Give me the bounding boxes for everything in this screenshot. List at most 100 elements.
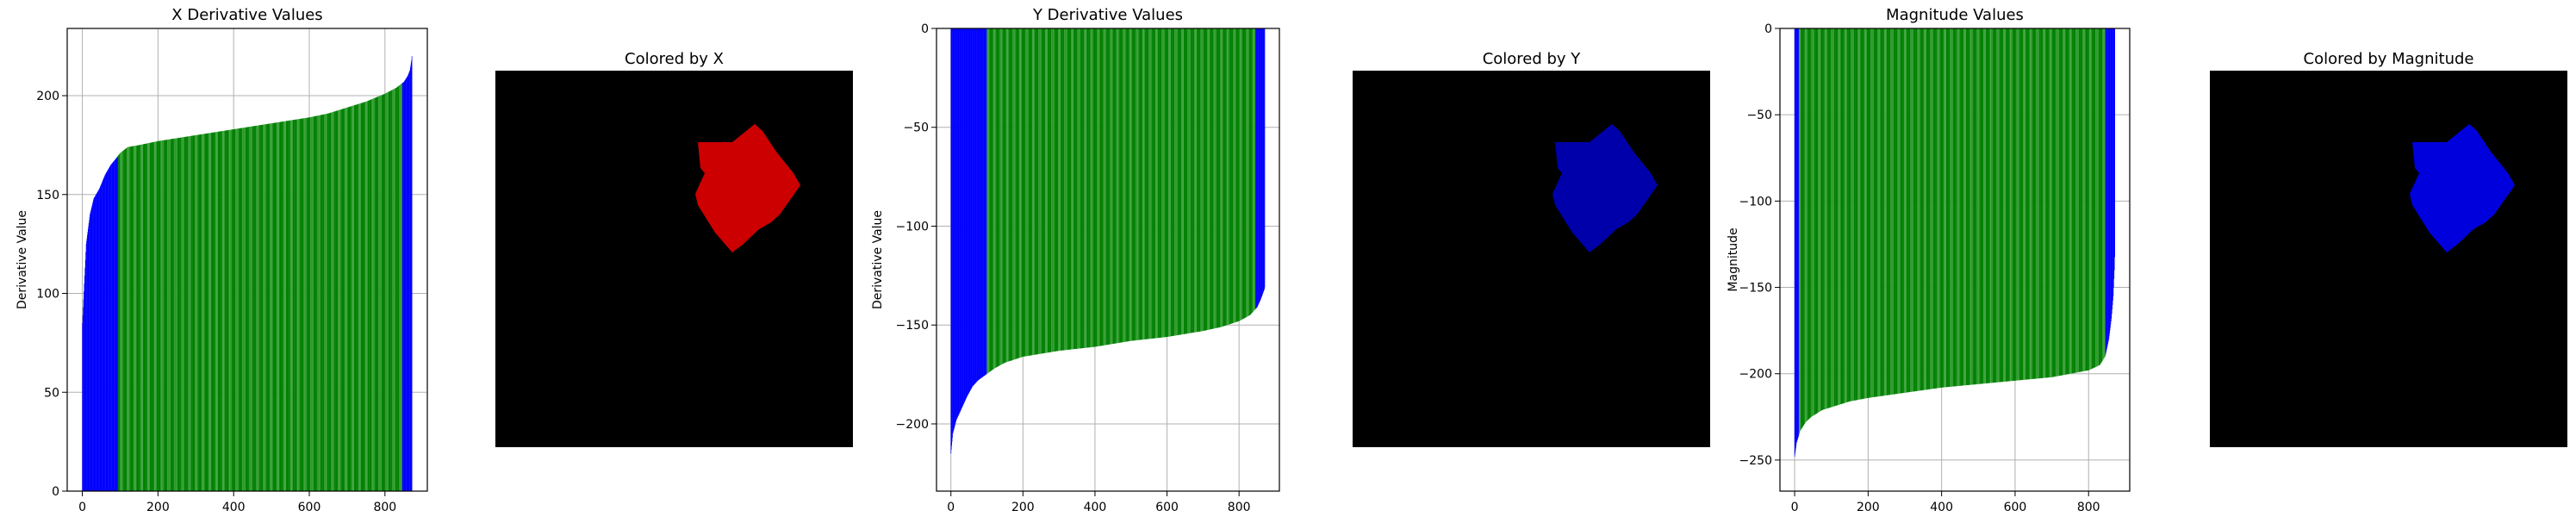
bar [1835, 28, 1837, 406]
bar [974, 28, 976, 383]
bar [1201, 28, 1202, 332]
bar [1106, 28, 1108, 346]
bar [1981, 28, 1982, 384]
bar [113, 161, 115, 491]
bars [1794, 28, 2115, 457]
bar [1195, 28, 1197, 333]
bar [1003, 28, 1005, 364]
x-tick-label: 600 [1155, 501, 1179, 514]
bar [1254, 28, 1255, 311]
bar [1801, 28, 1803, 428]
bar [256, 125, 258, 491]
bar [102, 182, 103, 491]
bar [1243, 28, 1245, 319]
bar [1162, 28, 1164, 338]
bar [1997, 28, 1999, 383]
bar [1939, 28, 1940, 389]
bar [1103, 28, 1104, 346]
bar [202, 134, 204, 492]
bar [1970, 28, 1971, 385]
bar [1191, 28, 1192, 333]
bar [259, 125, 260, 491]
bar [1005, 28, 1006, 363]
x-tick-label: 800 [1228, 501, 1251, 514]
bar [294, 120, 295, 491]
bar [1179, 28, 1181, 335]
bar [385, 93, 387, 492]
bar [1884, 28, 1886, 396]
bar [90, 209, 92, 491]
bar [1042, 28, 1044, 354]
bar [341, 109, 343, 491]
bar [1891, 28, 1893, 395]
bar [1127, 28, 1129, 342]
bar [362, 103, 363, 492]
bar [2106, 28, 2108, 348]
bar [1031, 28, 1032, 356]
bar [115, 159, 116, 491]
bar [1258, 28, 1260, 304]
bar [378, 96, 379, 491]
bar [1903, 28, 1905, 393]
bar [216, 132, 218, 491]
bar [1034, 28, 1036, 355]
bar [1223, 28, 1224, 327]
bar [380, 95, 382, 492]
bar [339, 109, 340, 492]
bar [1836, 28, 1838, 406]
bar [1973, 28, 1975, 385]
bar [1989, 28, 1990, 383]
bar [273, 122, 275, 491]
bar [2036, 28, 2038, 379]
bar [337, 110, 338, 491]
bar [106, 171, 108, 491]
bar [1915, 28, 1916, 392]
bar [230, 129, 232, 491]
bar [1959, 28, 1961, 386]
bar [1941, 28, 1943, 388]
bar [1151, 28, 1153, 339]
bar [1811, 28, 1813, 417]
bar [1795, 28, 1797, 443]
bar [2100, 28, 2102, 364]
bar [395, 87, 397, 491]
bar [1144, 28, 1146, 339]
bar [1936, 28, 1938, 389]
bar [2059, 28, 2061, 376]
bar [1133, 28, 1134, 341]
bar [130, 146, 131, 491]
bar [192, 135, 194, 491]
bar [1825, 28, 1826, 409]
bar [1017, 28, 1018, 358]
bar [292, 120, 293, 491]
bar [1992, 28, 1993, 383]
bar [342, 109, 344, 492]
bar [1989, 28, 1991, 383]
bar [2033, 28, 2035, 379]
bar [246, 127, 248, 491]
bar [1036, 28, 1037, 355]
bar [1809, 28, 1811, 419]
bar [227, 130, 229, 491]
bar [1921, 28, 1923, 390]
bar [1157, 28, 1158, 339]
bar [167, 140, 168, 491]
bar [1186, 28, 1188, 334]
bar [1963, 28, 1964, 386]
bar [2112, 28, 2113, 301]
bar [1189, 28, 1190, 333]
bar [1057, 28, 1058, 352]
bar [376, 97, 378, 492]
bar [1007, 28, 1009, 362]
bar [1808, 28, 1809, 420]
bar [1184, 28, 1185, 334]
x-image-title: Colored by X [625, 50, 724, 68]
bar [1001, 28, 1003, 364]
bar [111, 164, 112, 491]
bar [298, 119, 299, 492]
bar [106, 171, 108, 491]
bar [96, 194, 97, 491]
bar [1146, 28, 1148, 339]
bar [1955, 28, 1956, 387]
bar [1168, 28, 1170, 337]
